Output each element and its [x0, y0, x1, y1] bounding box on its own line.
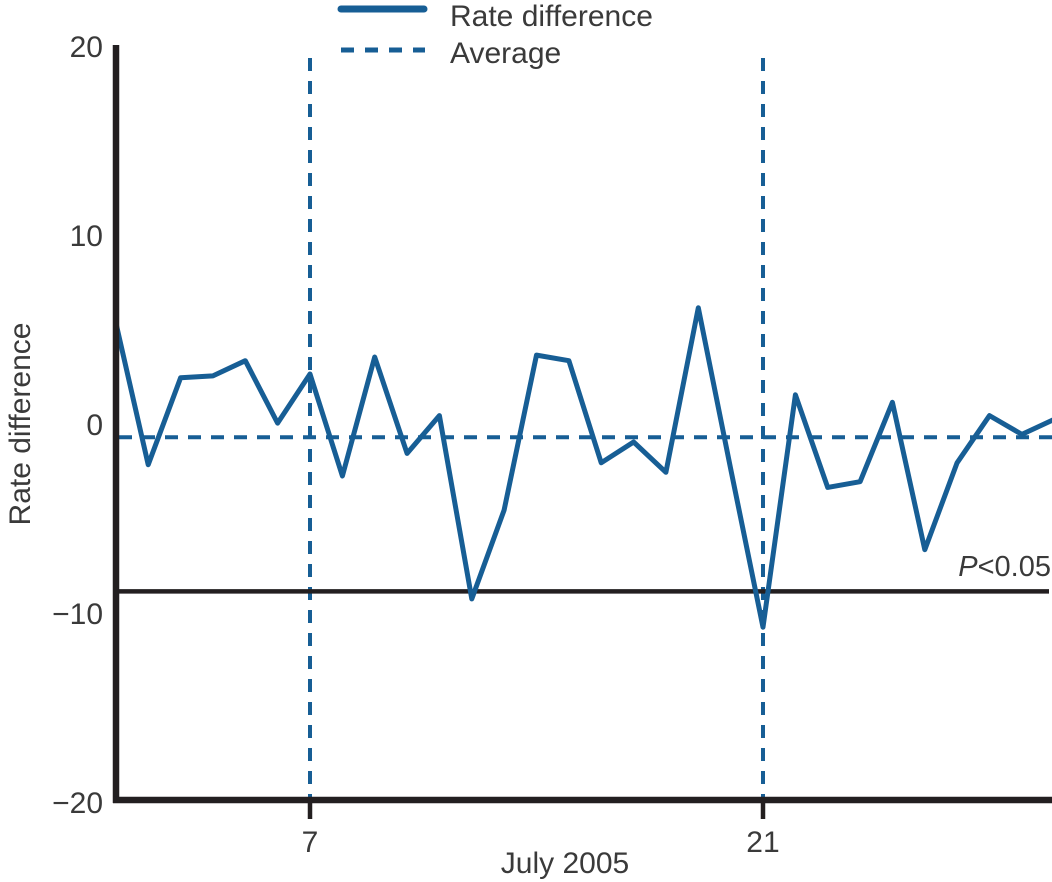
y-tick-label-20: 20 — [70, 31, 103, 64]
legend-label-average: Average — [450, 37, 561, 70]
x-axis-title: July 2005 — [501, 847, 629, 880]
x-tick-labels: 7 21 — [302, 826, 780, 859]
x-tick-marks — [307, 800, 766, 819]
y-tick-label--20: −20 — [52, 787, 103, 820]
p-value-annotation: P<0.05 — [958, 551, 1051, 583]
p-value-annotation-threshold: <0.05 — [978, 551, 1051, 583]
rate-difference-series-line — [113, 305, 1052, 630]
vertical-day-markers — [308, 58, 765, 800]
y-axis-title: Rate difference — [4, 323, 37, 526]
y-tick-label-10: 10 — [70, 220, 103, 253]
legend-label-rate-difference: Rate difference — [450, 0, 653, 33]
legend: Rate difference Average — [337, 0, 653, 70]
x-tick-label-21: 21 — [746, 826, 779, 859]
x-tick-label-7: 7 — [302, 826, 319, 859]
y-tick-label-0: 0 — [86, 409, 103, 442]
p-value-annotation-p: P — [958, 551, 978, 583]
y-tick-labels: 20 10 0 −10 −20 — [52, 31, 103, 820]
y-tick-label--10: −10 — [52, 598, 103, 631]
